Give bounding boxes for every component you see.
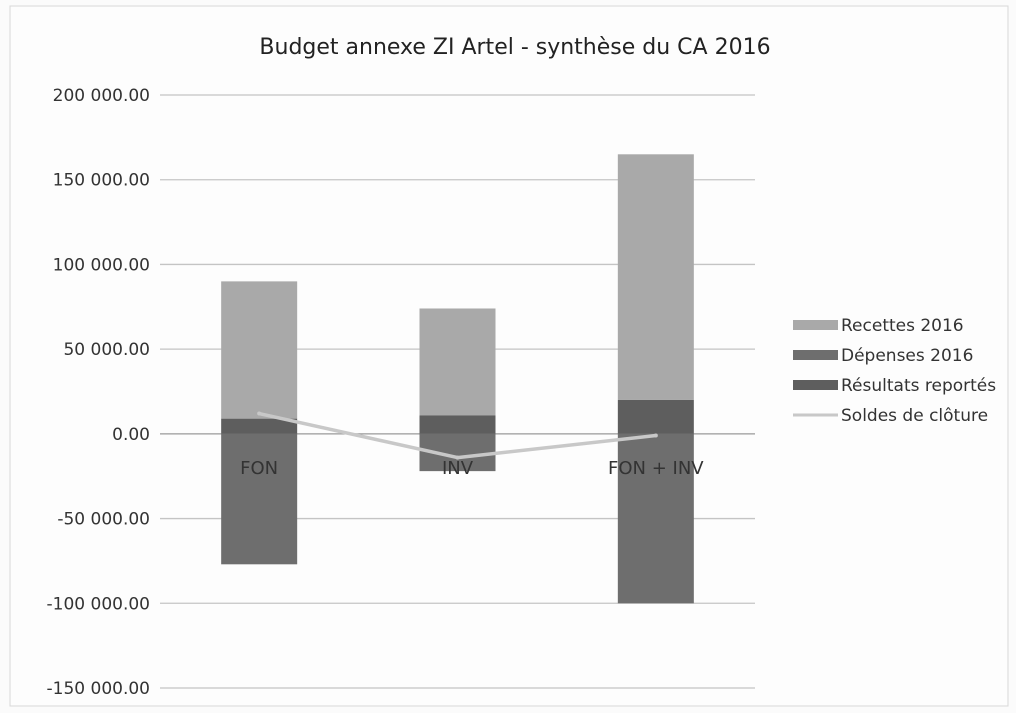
chart-title: Budget annexe ZI Artel - synthèse du CA … [259, 35, 770, 60]
bar-segment [221, 418, 298, 434]
y-tick-label: 200 000.00 [53, 86, 150, 106]
bar-segment [617, 399, 694, 434]
bar-segment [617, 154, 694, 400]
y-tick-label: -50 000.00 [57, 510, 150, 530]
legend-label: Soldes de clôture [841, 406, 988, 426]
x-category-label: FON [240, 458, 278, 479]
bar-segment [221, 433, 298, 565]
line-point [257, 411, 262, 416]
bar-segment [221, 281, 298, 419]
legend-swatch [793, 320, 838, 330]
x-category-label: INV [442, 458, 474, 479]
line-point [653, 433, 658, 438]
y-tick-label: 0.00 [112, 425, 150, 445]
line-point [455, 455, 460, 460]
y-tick-label: -100 000.00 [47, 594, 150, 614]
bar-segment [419, 308, 496, 416]
y-tick-label: 50 000.00 [63, 340, 150, 360]
legend-swatch [793, 350, 838, 360]
legend-label: Recettes 2016 [841, 316, 964, 336]
legend-swatch [793, 380, 838, 390]
bar-segment [419, 415, 496, 434]
legend-label: Résultats reportés [841, 376, 996, 396]
bar-segment [617, 433, 694, 604]
y-tick-label: 150 000.00 [53, 171, 150, 191]
x-category-label: FON + INV [608, 458, 704, 479]
y-tick-label: -150 000.00 [47, 679, 150, 699]
legend-label: Dépenses 2016 [841, 346, 973, 366]
y-tick-label: 100 000.00 [53, 255, 150, 275]
